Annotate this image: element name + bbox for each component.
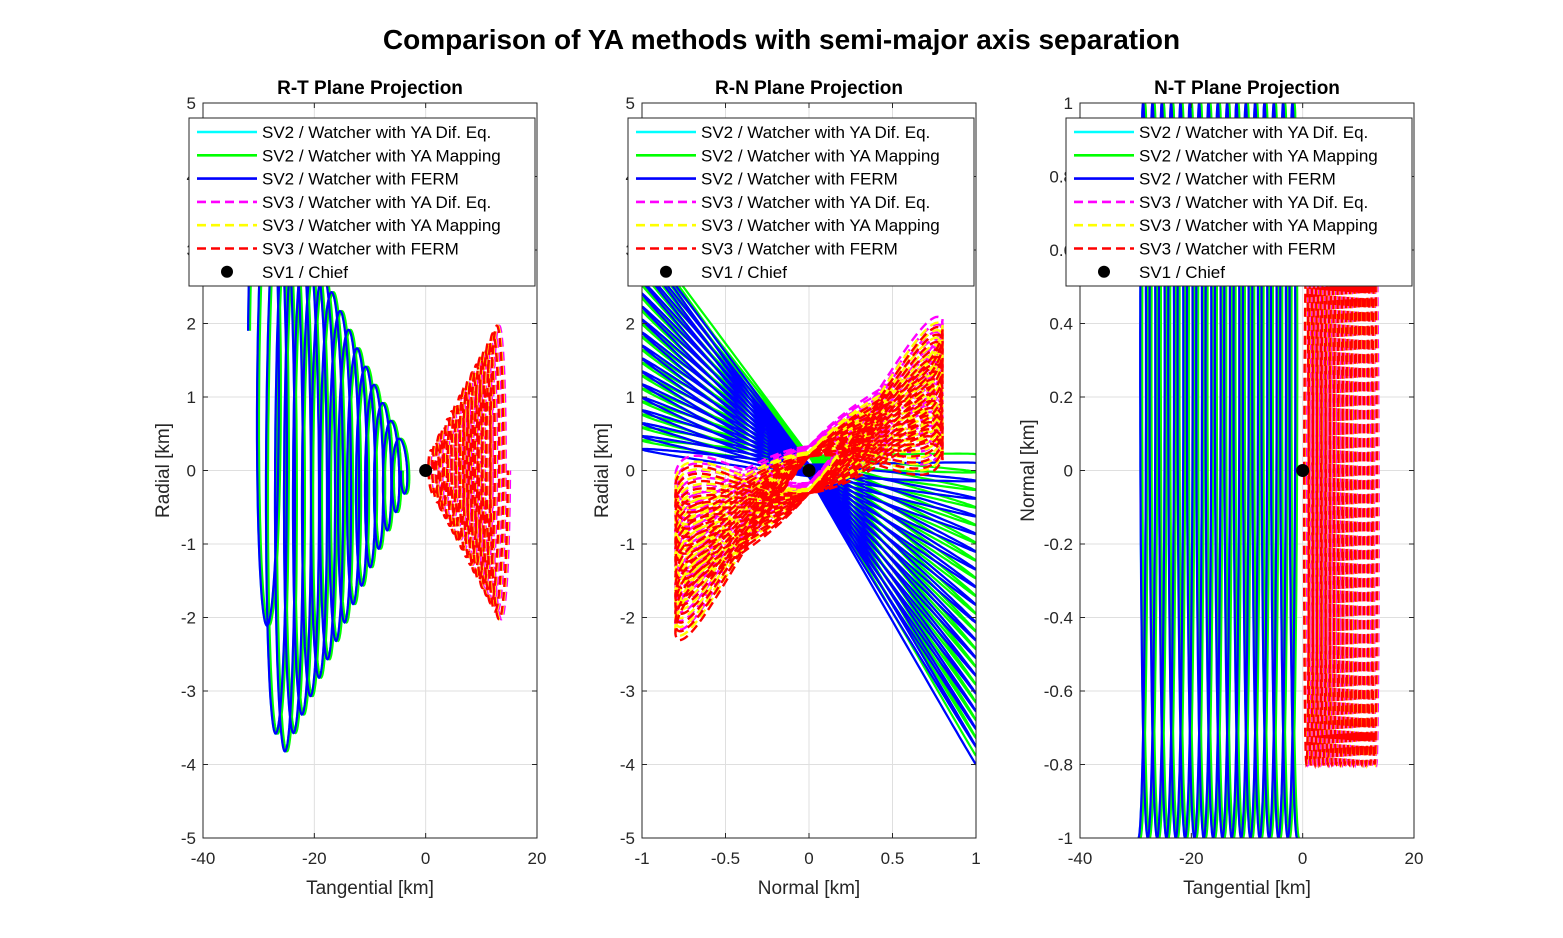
legend-label: SV2 / Watcher with FERM <box>262 170 459 189</box>
series-sv3-ferm <box>1302 173 1379 770</box>
y-tick-label: -4 <box>181 756 196 775</box>
plot-area <box>642 232 976 766</box>
legend-marker <box>660 265 672 278</box>
y-tick-label: -1 <box>620 535 635 554</box>
y-tick-label: -0.2 <box>1044 535 1073 554</box>
subplot-title: N-T Plane Projection <box>1154 78 1340 99</box>
legend-label: SV3 / Watcher with FERM <box>1139 240 1336 259</box>
legend-label: SV3 / Watcher with YA Dif. Eq. <box>262 193 491 212</box>
x-axis-label: Tangential [km] <box>306 878 434 899</box>
x-tick-label: 1 <box>971 849 980 868</box>
legend-label: SV2 / Watcher with FERM <box>701 170 898 189</box>
y-tick-label: -4 <box>620 756 635 775</box>
legend-marker <box>1098 265 1110 278</box>
x-tick-label: -20 <box>1179 849 1204 868</box>
subplot-2: -1-0.500.51-5-4-3-2-1012345R-N Plane Pro… <box>592 78 981 899</box>
y-tick-label: 5 <box>626 94 635 113</box>
x-tick-label: -1 <box>634 849 649 868</box>
legend-label: SV1 / Chief <box>1139 263 1225 282</box>
y-axis-label: Radial [km] <box>592 423 613 518</box>
y-tick-label: -0.6 <box>1044 682 1073 701</box>
series-sv3-ya-dif <box>429 324 512 621</box>
legend-label: SV2 / Watcher with YA Mapping <box>262 146 501 165</box>
series-sv2-ferm <box>642 240 976 766</box>
y-tick-label: 0.2 <box>1049 388 1073 407</box>
y-tick-label: -0.4 <box>1044 609 1073 628</box>
figure-title: Comparison of YA methods with semi-major… <box>382 24 1181 55</box>
x-tick-label: 20 <box>1405 849 1424 868</box>
legend-label: SV2 / Watcher with YA Dif. Eq. <box>701 123 930 142</box>
y-tick-label: 0.4 <box>1049 315 1073 334</box>
x-tick-label: -0.5 <box>711 849 740 868</box>
legend-label: SV1 / Chief <box>262 263 348 282</box>
y-tick-label: 1 <box>626 388 635 407</box>
x-tick-label: -40 <box>191 849 216 868</box>
y-tick-label: -1 <box>1058 829 1073 848</box>
y-tick-label: 2 <box>187 315 196 334</box>
series-sv3-ya-dif <box>674 315 944 632</box>
series-sv3-ferm <box>674 325 944 642</box>
y-tick-label: -2 <box>181 609 196 628</box>
y-axis-label: Normal [km] <box>1018 419 1039 521</box>
y-tick-label: -5 <box>620 829 635 848</box>
y-tick-label: 5 <box>187 94 196 113</box>
legend-label: SV3 / Watcher with YA Dif. Eq. <box>1139 193 1368 212</box>
legend-label: SV3 / Watcher with YA Mapping <box>1139 216 1378 235</box>
chief-marker <box>802 464 816 477</box>
subplot-title: R-T Plane Projection <box>277 78 463 99</box>
x-tick-label: 0.5 <box>881 849 905 868</box>
legend: SV2 / Watcher with YA Dif. Eq. SV2 / Watc… <box>188 117 536 287</box>
y-tick-label: 0 <box>1064 462 1073 481</box>
legend-label: SV2 / Watcher with YA Mapping <box>701 146 940 165</box>
y-tick-label: -0.8 <box>1044 756 1073 775</box>
legend-marker <box>221 265 233 278</box>
chief-marker <box>1296 464 1310 477</box>
subplot-3: -40 -20 0 20-1-0.8-0.6-0.4-0.200.20.40.60.8… <box>1018 78 1423 899</box>
x-axis-label: Normal [km] <box>758 878 860 899</box>
legend-label: SV3 / Watcher with FERM <box>701 240 898 259</box>
x-axis-label: Tangential [km] <box>1183 878 1311 899</box>
y-axis-label: Radial [km] <box>153 423 174 518</box>
legend-label: SV2 / Watcher with YA Dif. Eq. <box>262 123 491 142</box>
y-tick-label: -5 <box>181 829 196 848</box>
y-tick-label: -3 <box>620 682 635 701</box>
x-tick-label: 0 <box>421 849 430 868</box>
series-sv3-ferm <box>427 324 509 621</box>
y-tick-label: -3 <box>181 682 196 701</box>
x-tick-label: -40 <box>1068 849 1093 868</box>
plot-area <box>1137 103 1380 838</box>
legend: SV2 / Watcher with YA Dif. Eq. SV2 / Watc… <box>1065 117 1413 287</box>
y-tick-label: 1 <box>187 388 196 407</box>
legend-label: SV2 / Watcher with YA Mapping <box>1139 146 1378 165</box>
subplot-title: R-N Plane Projection <box>715 78 903 99</box>
legend-label: SV3 / Watcher with YA Dif. Eq. <box>701 193 930 212</box>
y-tick-label: 0 <box>626 462 635 481</box>
legend-label: SV2 / Watcher with FERM <box>1139 170 1336 189</box>
y-tick-label: -2 <box>620 609 635 628</box>
x-tick-label: -20 <box>302 849 327 868</box>
legend-label: SV3 / Watcher with YA Mapping <box>701 216 940 235</box>
y-tick-label: 0 <box>187 462 196 481</box>
legend-label: SV3 / Watcher with YA Mapping <box>262 216 501 235</box>
series-sv2-ferm <box>247 124 409 753</box>
legend-label: SV2 / Watcher with YA Dif. Eq. <box>1139 123 1368 142</box>
y-tick-label: 2 <box>626 315 635 334</box>
x-tick-label: 0 <box>804 849 813 868</box>
series-sv2-ferm <box>1137 103 1299 838</box>
plot-area <box>247 124 512 753</box>
chief-marker <box>419 464 433 477</box>
y-tick-label: 1 <box>1064 94 1073 113</box>
legend-label: SV3 / Watcher with FERM <box>262 240 459 259</box>
y-tick-label: -1 <box>181 535 196 554</box>
legend: SV2 / Watcher with YA Dif. Eq. SV2 / Watc… <box>627 117 975 287</box>
x-tick-label: 20 <box>528 849 547 868</box>
legend-label: SV1 / Chief <box>701 263 787 282</box>
x-tick-label: 0 <box>1298 849 1307 868</box>
